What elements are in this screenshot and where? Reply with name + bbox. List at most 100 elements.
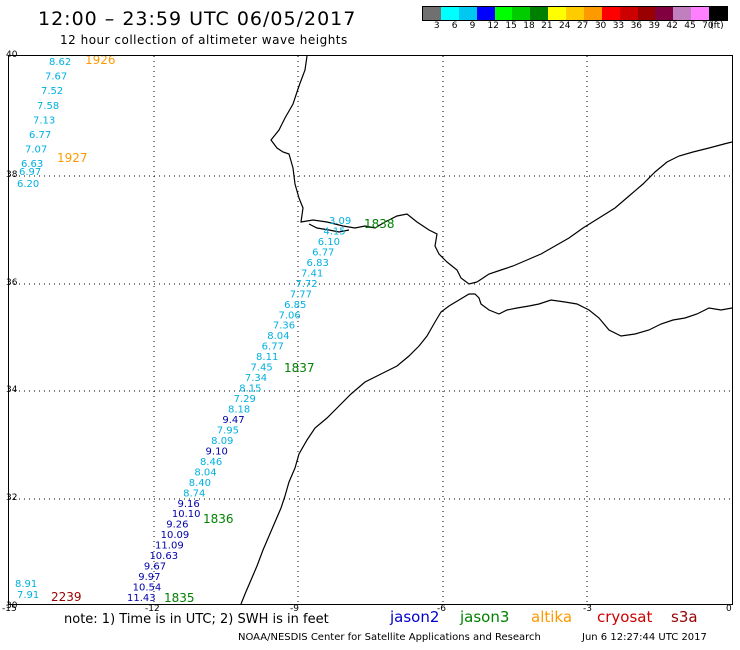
legend-swatch: [530, 7, 549, 20]
wave-height-label: 7.13: [33, 115, 55, 126]
latitude-tick-label: 40: [6, 50, 18, 60]
longitude-tick-label: -9: [290, 604, 299, 614]
wave-height-label: 7.72: [295, 279, 317, 290]
wave-height-label: 10.54: [133, 583, 162, 594]
legend-swatch: [619, 7, 638, 20]
track-time-label: 1927: [57, 151, 88, 165]
legend-swatch: [458, 7, 477, 20]
wave-height-label: 8.46: [200, 457, 222, 468]
wave-height-label: 9.26: [166, 520, 188, 531]
map-title: 12:00 – 23:59 UTC 06/05/2017: [38, 8, 357, 30]
wave-height-label: 7.34: [245, 373, 267, 384]
legend-label: (ft): [710, 21, 724, 31]
legend-label: 39: [648, 21, 660, 31]
wave-height-label: 8.04: [194, 467, 216, 478]
satellite-legend-jason3: jason3: [460, 608, 510, 626]
wave-height-label: 6.77: [312, 247, 334, 258]
legend-label: 6: [451, 21, 458, 31]
legend-swatch: [655, 7, 674, 20]
wave-height-label: 7.07: [25, 145, 47, 156]
legend-label: 18: [523, 21, 535, 31]
wave-height-label: 6.77: [262, 342, 284, 353]
wave-height-label: 8.74: [183, 488, 205, 499]
wave-height-label: 7.58: [37, 101, 59, 112]
satellite-legend-altika: altika: [531, 608, 573, 626]
map-canvas: 8.62 7.67 7.52 7.58 7.13 6.77 7.07 6.63 1926 1927…: [9, 53, 733, 605]
wave-height-label: 9.10: [206, 446, 228, 457]
track-time-label: 1835: [164, 591, 195, 604]
legend-swatch: [691, 7, 709, 20]
wave-height-label: 9.97: [138, 572, 160, 583]
wave-height-label: 10.09: [161, 530, 190, 541]
legend-label: 24: [559, 21, 571, 31]
wave-height-label: 6.85: [284, 300, 306, 311]
coastline-morocco: [240, 293, 733, 605]
legend-swatch: [566, 7, 584, 20]
legend-swatch: [583, 7, 602, 20]
legend-label: 9: [469, 21, 476, 31]
wave-height-label: 8.04: [267, 331, 289, 342]
map-subtitle: 12 hour collection of altimeter wave hei…: [60, 33, 348, 47]
coastline-portugal: [270, 55, 478, 285]
footer-note: note: 1) Time is in UTC; 2) SWH is in fe…: [64, 612, 329, 627]
legend-swatch: [601, 7, 620, 20]
wave-height-label: 3.09: [329, 216, 351, 227]
wave-height-label: 9.47: [222, 415, 244, 426]
wave-height-label: 8.15: [239, 384, 261, 395]
wave-height-label: 4.15: [323, 226, 345, 237]
wave-height-label: 6.63: [21, 159, 43, 170]
track-time-label: 1838: [364, 217, 395, 231]
wave-height-label: 7.45: [250, 363, 272, 374]
legend-label: 12: [487, 21, 499, 31]
legend-label: 36: [630, 21, 643, 31]
coastline-spain-med: [476, 141, 733, 283]
satellite-legend-cryosat: cryosat: [597, 608, 653, 626]
legend-swatch: [440, 7, 459, 20]
track-time-label: 1836: [203, 512, 234, 526]
wave-height-legend-labels: 3 6 9 12 15 18 21 24 27 30 33 36 39 42 45 70 (ft): [422, 21, 740, 33]
wave-height-label: 11.43: [127, 593, 156, 604]
legend-label: 3: [433, 21, 440, 31]
longitude-tick-label: -15: [2, 604, 17, 614]
wave-height-label: 9.16: [178, 499, 200, 510]
latitude-tick-label: 30: [6, 601, 18, 611]
wave-height-label: 8.18: [228, 405, 250, 416]
latitude-tick-label: 38: [6, 170, 18, 180]
longitude-tick-label: -12: [145, 604, 160, 614]
wave-height-label: 8.40: [189, 478, 211, 489]
wave-height-label: 7.41: [301, 268, 323, 279]
wave-height-label: 10.10: [172, 509, 201, 520]
wave-height-label: 8.11: [256, 352, 278, 363]
map-panel: 8.62 7.67 7.52 7.58 7.13 6.77 7.07 6.63 1926 1927…: [8, 53, 733, 605]
wave-height-label: 7.77: [290, 289, 312, 300]
longitude-tick-label: 0: [726, 604, 732, 614]
legend-label: 15: [505, 21, 517, 31]
wave-height-label: 7.29: [234, 394, 256, 405]
latitude-tick-label: 32: [6, 493, 18, 503]
graticule: [9, 56, 732, 604]
legend-swatch: [494, 7, 513, 20]
wave-height-label: 8.91: [15, 579, 37, 590]
footer-timestamp: Jun 6 12:27:44 UTC 2017: [582, 632, 707, 643]
wave-height-label: 7.06: [279, 310, 301, 321]
wave-height-label: 6.83: [307, 258, 329, 269]
latitude-tick-label: 34: [6, 385, 18, 395]
wave-height-label: 7.91: [17, 590, 39, 601]
footer-credit: NOAA/NESDIS Center for Satellite Applica…: [238, 632, 541, 643]
legend-label: 33: [612, 21, 625, 31]
legend-swatch: [423, 7, 441, 20]
wave-height-label: 6.97: [19, 167, 41, 178]
legend-label: 70: [702, 21, 714, 31]
wave-height-color-legend: [422, 6, 728, 21]
legend-swatch: [709, 7, 727, 20]
altimeter-tracks: 8.62 7.67 7.52 7.58 7.13 6.77 7.07 6.63 1926 1927…: [15, 53, 395, 605]
wave-height-label: 7.52: [41, 86, 63, 97]
wave-height-label: 7.95: [217, 425, 239, 436]
legend-swatch: [637, 7, 656, 20]
wave-height-label: 8.09: [211, 436, 233, 447]
longitude-tick-label: -6: [437, 604, 446, 614]
track-time-label: 2239: [51, 590, 82, 604]
coastline: [240, 55, 733, 605]
wave-height-label: 6.10: [318, 237, 340, 248]
wave-height-label: 6.20: [17, 179, 39, 190]
